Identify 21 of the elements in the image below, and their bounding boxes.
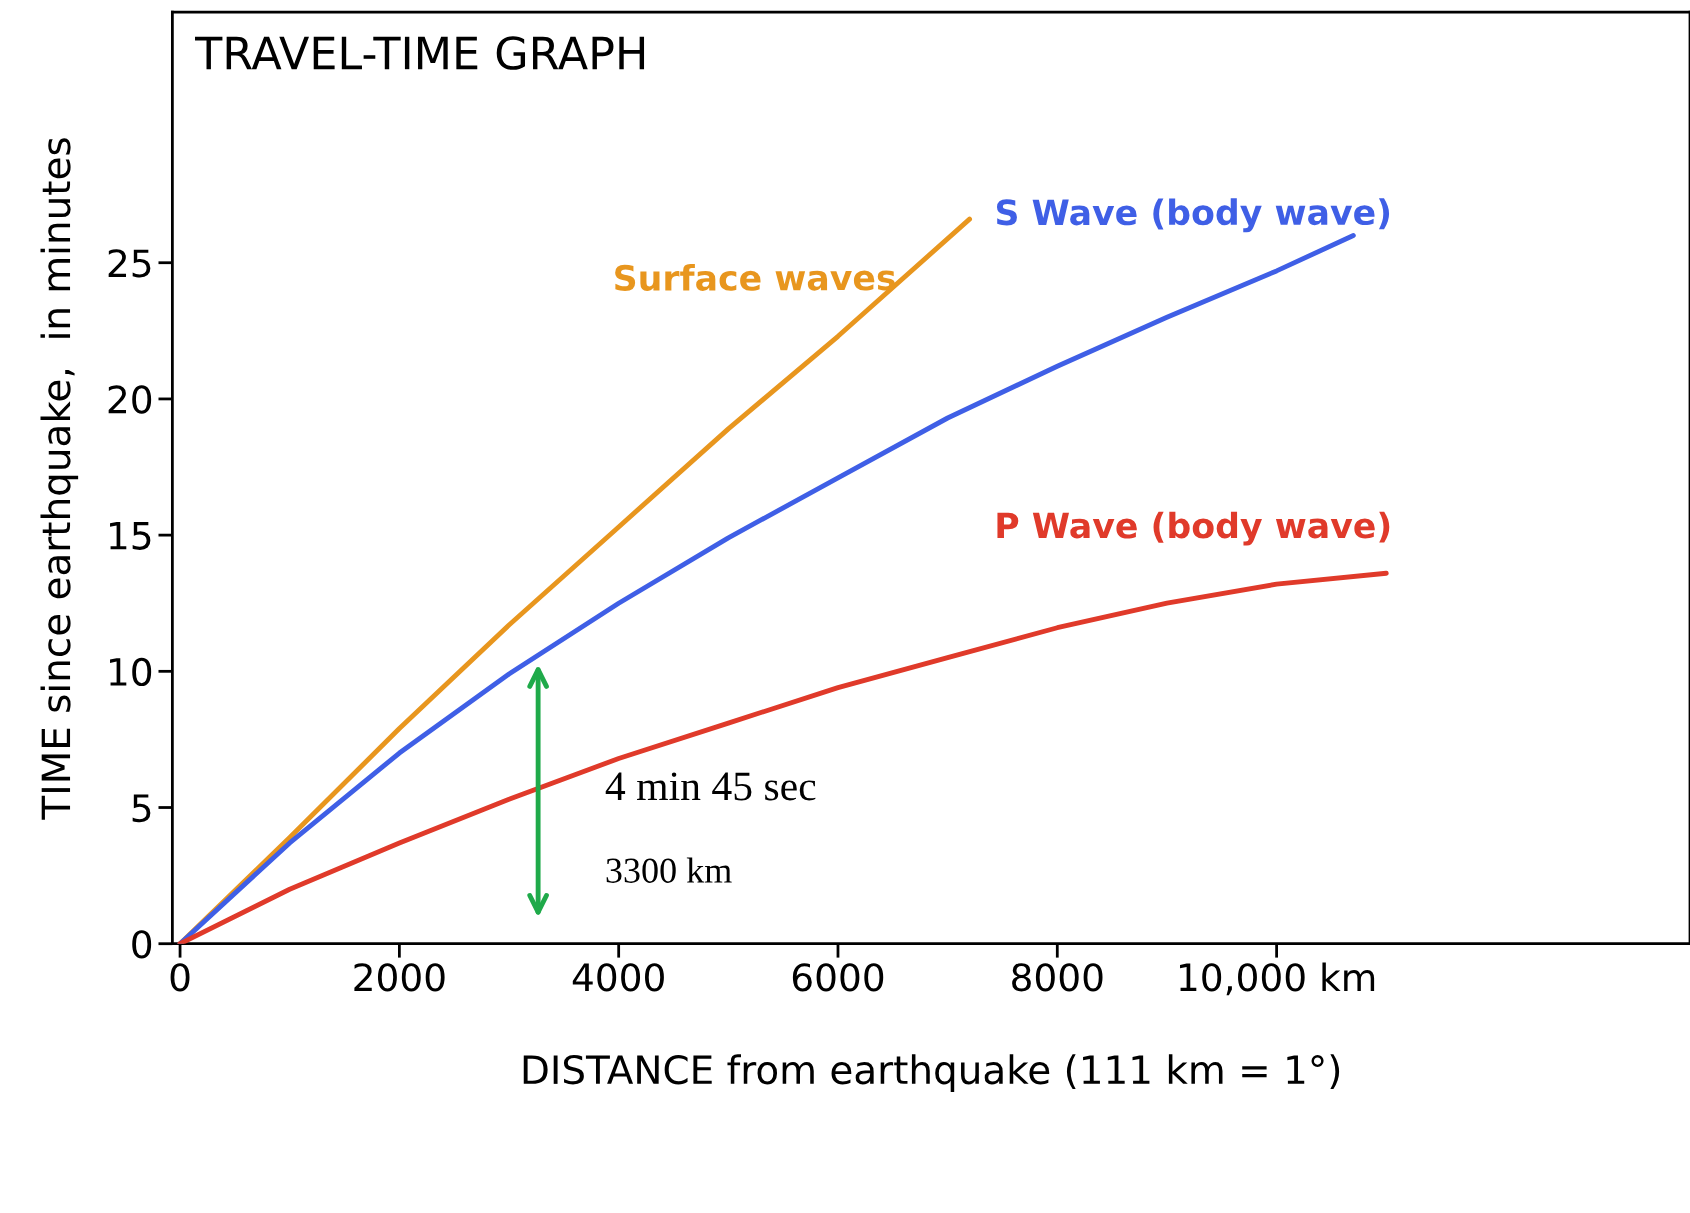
annotation: 3300 km — [606, 857, 732, 883]
y-tick-label: 20 — [108, 385, 152, 414]
y-tick-label: 10 — [110, 657, 152, 687]
series-label: Surface waves — [615, 263, 896, 292]
x-tick-label: 10,000 km — [1180, 962, 1375, 996]
y-tick-label: 25 — [108, 249, 151, 278]
x-axis-title: DISTANCE from earthquake (111 km = 1°) — [523, 1054, 1340, 1092]
series-label: P Wave (body wave) — [997, 511, 1390, 546]
y-tick-label: 15 — [110, 522, 151, 550]
x-tick-label: 6000 — [792, 963, 884, 992]
x-tick-label: 8000 — [1012, 963, 1103, 992]
y-axis-title: TIME since earthquake, in minutes — [40, 138, 79, 820]
y-tick-label: 0 — [132, 930, 152, 959]
series-label: S Wave (body wave) — [996, 198, 1390, 233]
x-tick-label: 2000 — [354, 963, 445, 992]
chart-title: TRAVEL-TIME GRAPH — [195, 36, 645, 70]
x-tick-label: 0 — [170, 963, 190, 992]
annotation: 4 min 45 sec — [605, 772, 816, 801]
line-series — [177, 570, 1389, 944]
y-tick-label: 5 — [132, 794, 151, 823]
x-tick-label: 4000 — [572, 963, 664, 992]
